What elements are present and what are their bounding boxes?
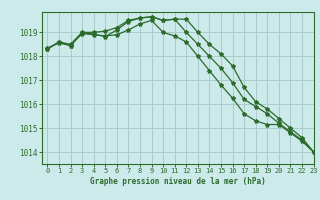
X-axis label: Graphe pression niveau de la mer (hPa): Graphe pression niveau de la mer (hPa) <box>90 177 266 186</box>
